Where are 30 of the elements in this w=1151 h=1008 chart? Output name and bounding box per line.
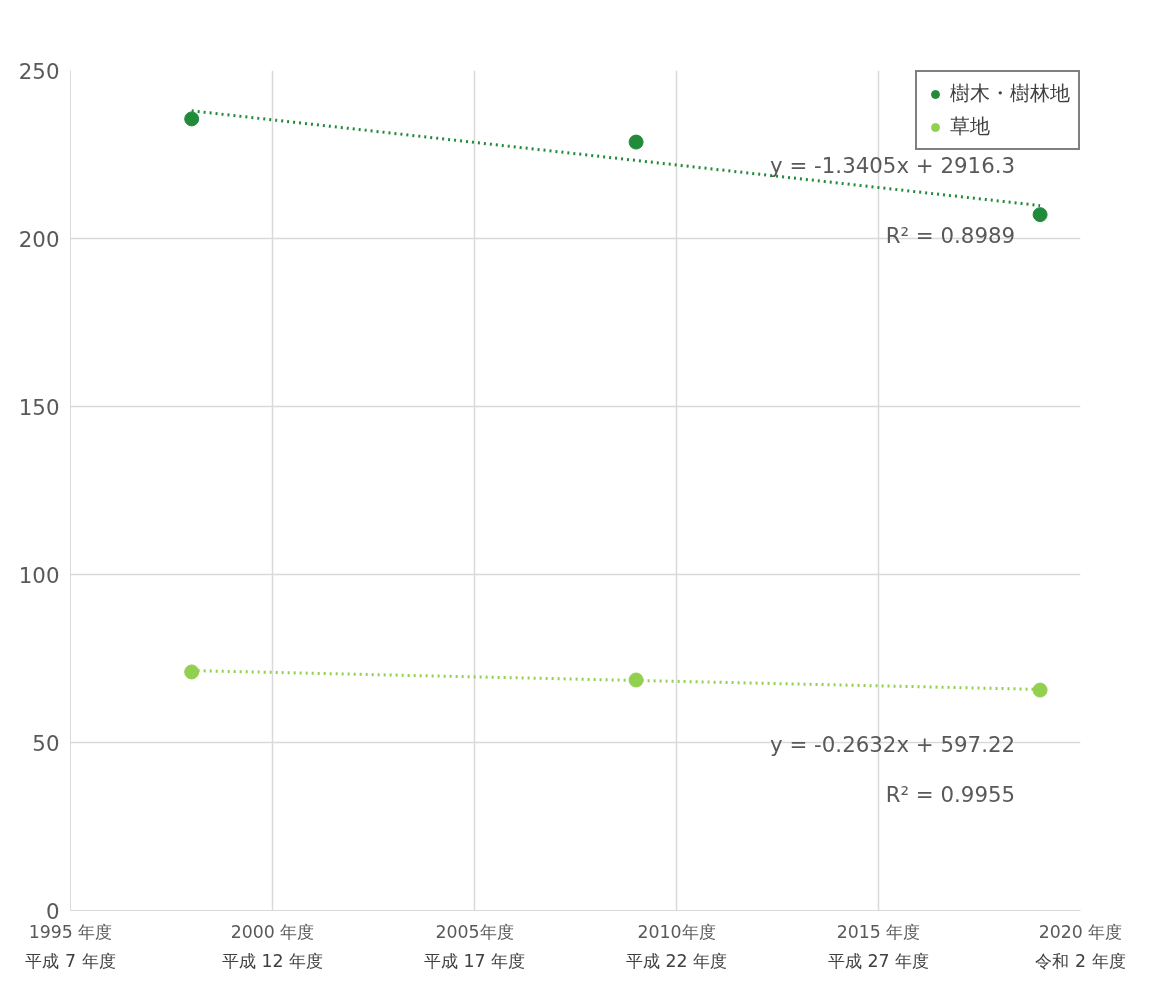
text: 平成 7 年度 <box>25 950 116 971</box>
y-tick-label: 50 <box>32 730 60 756</box>
y-tick-label: 0 <box>45 898 60 924</box>
y-tick-label: 200 <box>18 226 60 252</box>
annotation: y = -1.3405x + 2916.3 <box>770 153 1016 179</box>
x-tick-label: 2010年度 <box>637 921 716 942</box>
x-tick-label: 2020 年度 <box>1038 921 1123 942</box>
legend-label: 草地 <box>950 113 990 140</box>
text: 平成 17 年度 <box>423 950 526 971</box>
point <box>184 664 200 680</box>
x-tick-label: 2015 年度 <box>836 921 921 942</box>
point <box>628 134 644 150</box>
y-tick-label: 100 <box>18 562 60 588</box>
x-tick-label: 1995 年度 <box>28 921 113 942</box>
annotation: y = -0.2632x + 597.22 <box>770 731 1016 757</box>
x-tick-label: 2000 年度 <box>230 921 315 942</box>
annotation: R² = 0.9955 <box>885 781 1016 807</box>
text: 令和 2 年度 <box>1035 950 1126 971</box>
text: 平成 22 年度 <box>625 950 728 971</box>
text: 平成 27 年度 <box>827 950 930 971</box>
point <box>184 111 200 127</box>
x-tick-label: 2005年度 <box>435 921 514 942</box>
annotation: R² = 0.8989 <box>885 223 1016 249</box>
point <box>1032 682 1048 698</box>
y-tick-label: 250 <box>18 58 60 84</box>
text: 平成 12 年度 <box>221 950 324 971</box>
y-tick-label: 150 <box>18 394 60 420</box>
legend-label: 樹木・樹林地 <box>950 80 1070 107</box>
point <box>628 672 644 688</box>
point <box>1032 207 1048 223</box>
